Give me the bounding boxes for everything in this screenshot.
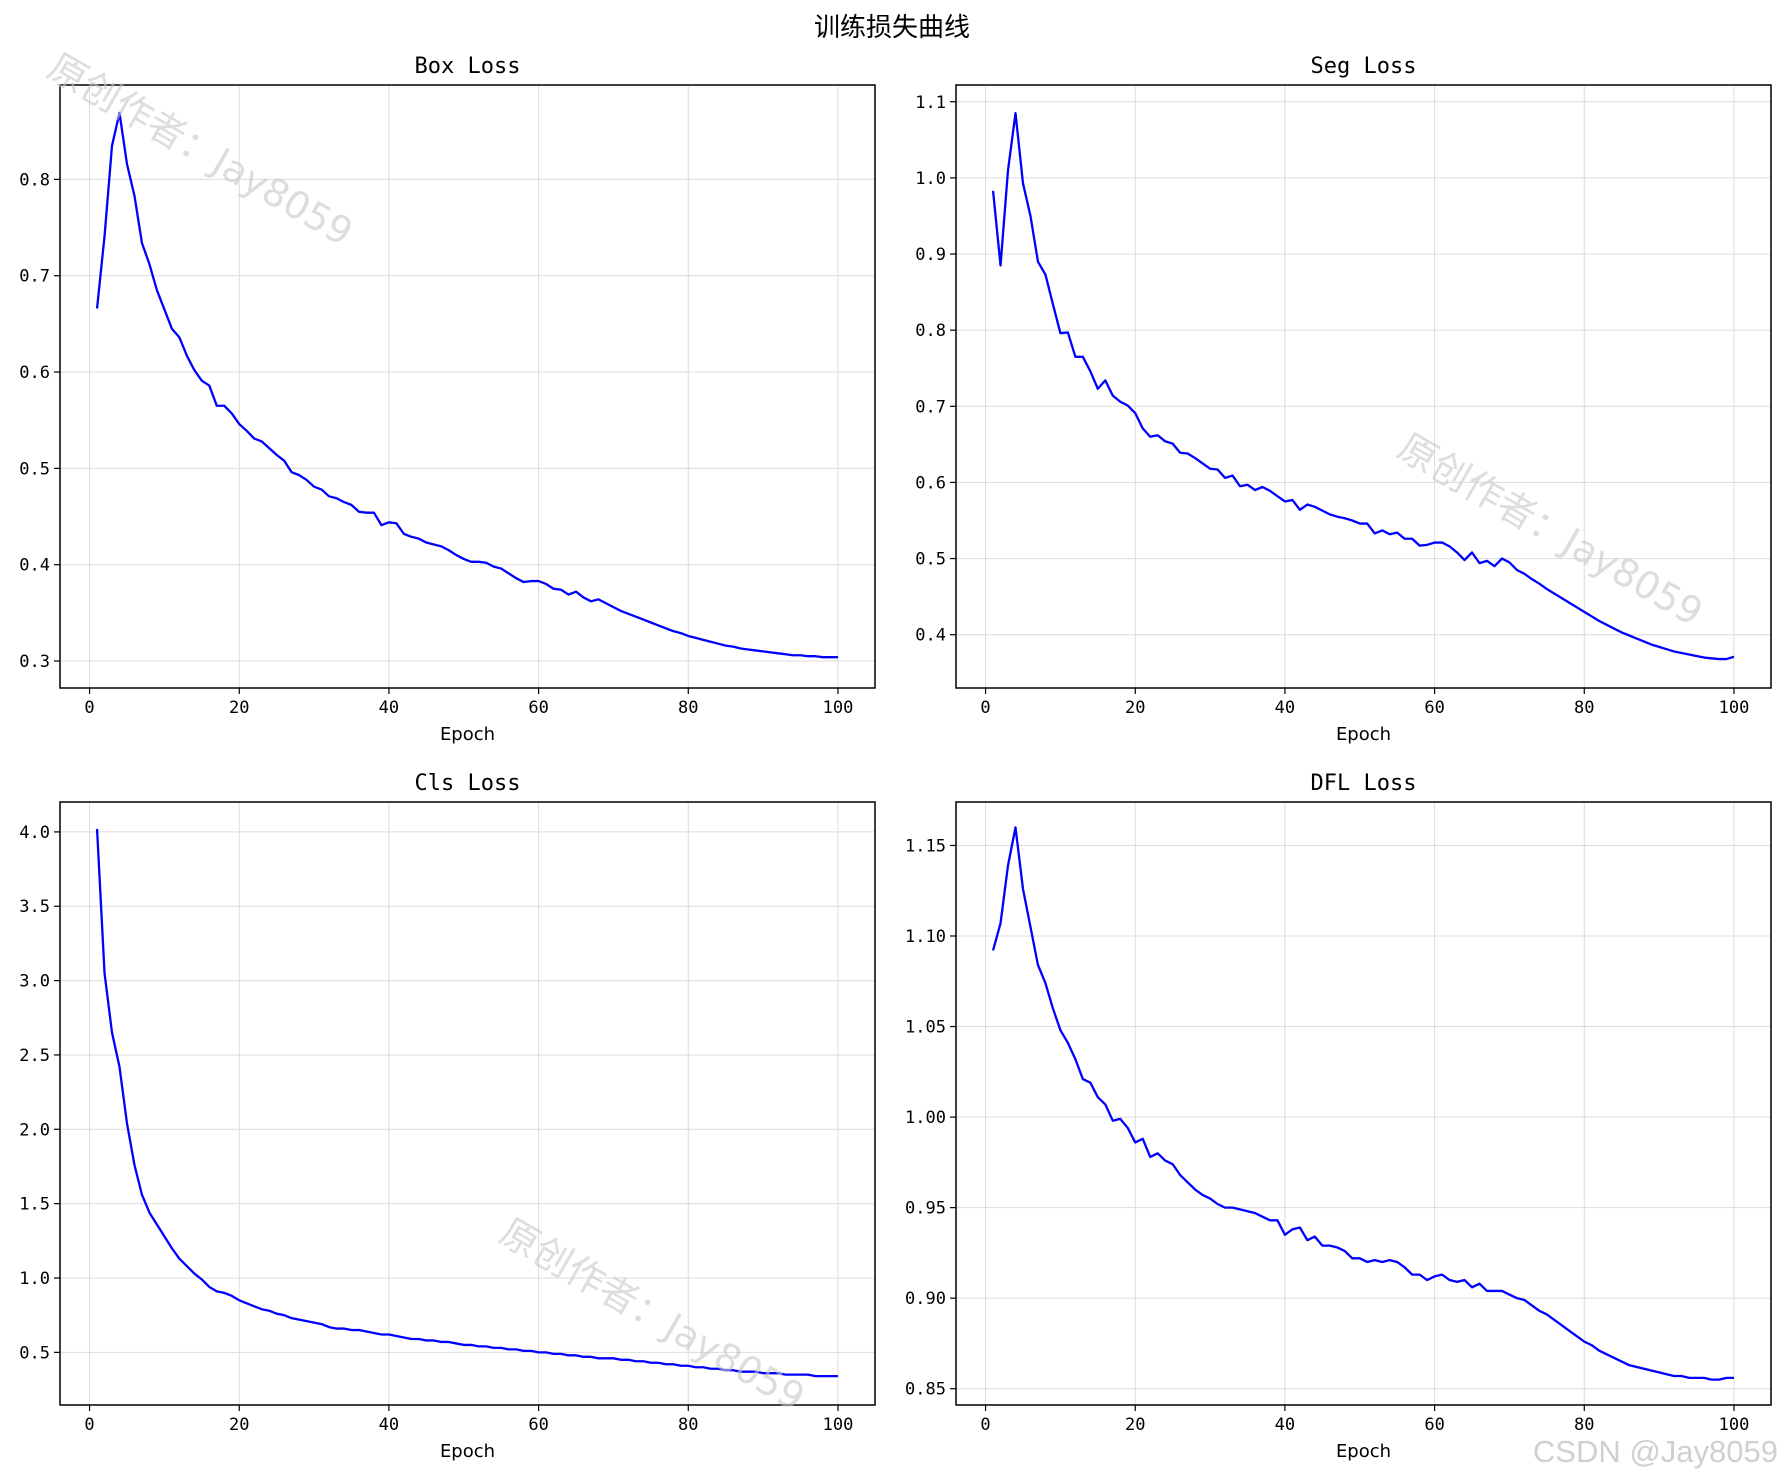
y-tick-label: 1.5 <box>19 1195 50 1215</box>
subplot-grid: 0 20 40 60 80 100 0.3 0.4 0.5 0.6 0.7 0.8 Box Loss Ep… <box>19 54 1772 1462</box>
subplot-title: Seg Loss <box>1311 54 1417 79</box>
y-tick-label: 0.7 <box>915 397 946 417</box>
x-axis-label: Epoch <box>1336 1441 1391 1462</box>
x-tick-label: 60 <box>1424 698 1444 718</box>
y-tick-label: 3.5 <box>19 897 50 917</box>
axes-frame <box>955 801 1772 1406</box>
loss-line <box>95 111 838 659</box>
x-tick-label: 40 <box>1275 1415 1295 1435</box>
y-tick-label: 2.5 <box>19 1046 50 1066</box>
loss-line <box>991 826 1734 1381</box>
figure-title: 训练损失曲线 <box>814 13 970 43</box>
subplot-title: DFL Loss <box>1311 771 1417 796</box>
y-tick-label: 1.0 <box>915 169 946 189</box>
x-tick-label: 0 <box>84 1415 94 1435</box>
x-tick-label: 20 <box>1125 1415 1145 1435</box>
loss-line <box>991 112 1735 661</box>
x-tick-label: 80 <box>1574 1415 1594 1435</box>
subplot-seg-loss: 0 20 40 60 80 100 0.4 0.5 0.6 0.7 0.8 0.9 1.0 1.1 Seg … <box>915 54 1772 745</box>
watermark-top-left: 原创作者：Jay8059 <box>41 45 361 255</box>
y-tick-label: 0.95 <box>905 1199 946 1219</box>
x-tick-label: 80 <box>678 1415 698 1435</box>
x-axis-label: Epoch <box>440 724 495 745</box>
x-tick-label: 80 <box>678 698 698 718</box>
y-tick-label: 1.1 <box>915 93 946 113</box>
x-tick-label: 100 <box>1719 698 1750 718</box>
x-tick-label: 60 <box>528 1415 548 1435</box>
x-tick-label: 40 <box>379 1415 399 1435</box>
x-tick-label: 60 <box>528 698 548 718</box>
x-tick-label: 100 <box>823 1415 854 1435</box>
subplot-box-loss: 0 20 40 60 80 100 0.3 0.4 0.5 0.6 0.7 0.8 Box Loss Ep… <box>19 54 876 745</box>
axes-frame <box>59 84 876 689</box>
y-tick-label: 0.4 <box>19 556 50 576</box>
loss-line <box>95 828 838 1378</box>
y-tick-label: 1.15 <box>905 836 946 856</box>
subplot-title: Cls Loss <box>415 771 521 796</box>
y-tick-label: 0.6 <box>915 473 946 493</box>
watermark-right: 原创作者：Jay8059 <box>1391 425 1711 635</box>
x-tick-label: 40 <box>379 698 399 718</box>
y-tick-label: 4.0 <box>19 823 50 843</box>
y-tick-label: 0.8 <box>915 321 946 341</box>
y-tick-label: 0.5 <box>915 550 946 570</box>
y-tick-label: 1.0 <box>19 1269 50 1289</box>
subplot-dfl-loss: 0 20 40 60 80 100 0.85 0.90 0.95 1.00 1.05 1.10 1.15… <box>905 771 1772 1462</box>
y-tick-label: 0.5 <box>19 459 50 479</box>
x-tick-label: 0 <box>980 698 990 718</box>
y-tick-label: 0.7 <box>19 267 50 287</box>
x-tick-label: 60 <box>1424 1415 1444 1435</box>
y-tick-label: 0.8 <box>19 170 50 190</box>
x-tick-label: 0 <box>84 698 94 718</box>
y-tick-label: 1.00 <box>905 1108 946 1128</box>
y-tick-label: 0.4 <box>915 626 946 646</box>
y-tick-label: 0.5 <box>19 1343 50 1363</box>
y-tick-label: 0.90 <box>905 1289 946 1309</box>
x-tick-label: 80 <box>1574 698 1594 718</box>
y-tick-label: 0.6 <box>19 363 50 383</box>
subplot-title: Box Loss <box>415 54 521 79</box>
x-tick-label: 0 <box>980 1415 990 1435</box>
x-tick-label: 100 <box>823 698 854 718</box>
axes-frame <box>59 801 876 1406</box>
x-tick-label: 20 <box>229 698 249 718</box>
x-axis-label: Epoch <box>440 1441 495 1462</box>
watermark-bottom: 原创作者：Jay8059 <box>493 1210 813 1420</box>
y-tick-label: 0.9 <box>915 245 946 265</box>
y-tick-label: 1.10 <box>905 927 946 947</box>
footer-watermark: CSDN @Jay8059 <box>1533 1434 1778 1469</box>
x-axis-label: Epoch <box>1336 724 1391 745</box>
subplot-cls-loss: 0 20 40 60 80 100 0.5 1.0 1.5 2.0 2.5 3.0 3.5 4.0 Cls … <box>19 771 876 1462</box>
y-tick-label: 0.85 <box>905 1380 946 1400</box>
x-tick-label: 100 <box>1719 1415 1750 1435</box>
axes-frame <box>955 84 1772 689</box>
y-tick-label: 1.05 <box>905 1018 946 1038</box>
x-tick-label: 40 <box>1275 698 1295 718</box>
y-tick-label: 0.3 <box>19 652 50 672</box>
y-tick-label: 3.0 <box>19 972 50 992</box>
x-tick-label: 20 <box>1125 698 1145 718</box>
x-tick-label: 20 <box>229 1415 249 1435</box>
y-tick-label: 2.0 <box>19 1120 50 1140</box>
